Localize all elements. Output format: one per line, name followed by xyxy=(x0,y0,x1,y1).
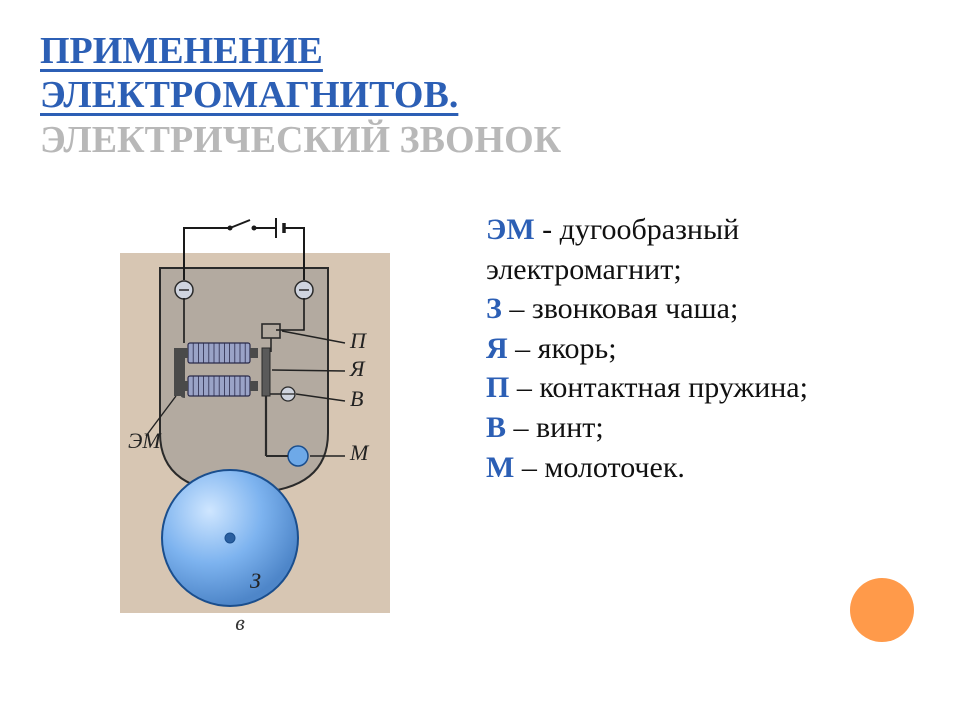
legend-desc: – якорь; xyxy=(508,332,617,365)
legend-item: З – звонковая чаша; xyxy=(486,292,738,325)
legend-item: Я – якорь; xyxy=(486,332,617,365)
diagram: ПЯВ М ЭМ Зв xyxy=(90,198,450,643)
legend-desc: – контактная пружина; xyxy=(509,371,808,404)
slide: ПРИМЕНЕНИЕ ЭЛЕКТРОМАГНИТОВ. ЭЛЕКТРИЧЕСКИ… xyxy=(0,0,960,720)
title-block: ПРИМЕНЕНИЕ ЭЛЕКТРОМАГНИТОВ. ЭЛЕКТРИЧЕСКИ… xyxy=(40,30,920,163)
svg-text:М: М xyxy=(349,440,370,465)
legend: ЭМ - дугообразный электромагнит; З – зво… xyxy=(450,198,920,643)
legend-item: П – контактная пружина; xyxy=(486,371,808,404)
title-line-1: ПРИМЕНЕНИЕ xyxy=(40,30,920,74)
legend-term-z: З xyxy=(486,292,502,325)
title-line-2: ЭЛЕКТРОМАГНИТОВ. xyxy=(40,74,920,118)
legend-desc: – звонковая чаша; xyxy=(502,292,738,325)
svg-text:В: В xyxy=(350,386,363,411)
legend-item: ЭМ - дугообразный электромагнит; xyxy=(486,213,739,286)
legend-term-v: В xyxy=(486,411,506,444)
legend-item: М – молоточек. xyxy=(486,451,685,484)
electric-bell-diagram-svg: ПЯВ М ЭМ Зв xyxy=(90,198,430,638)
legend-term-p: П xyxy=(486,371,509,404)
legend-desc: – молоточек. xyxy=(514,451,685,484)
legend-term-em: ЭМ xyxy=(486,213,535,246)
legend-term-ya: Я xyxy=(486,332,508,365)
subtitle: ЭЛЕКТРИЧЕСКИЙ ЗВОНОК xyxy=(40,119,920,163)
svg-text:П: П xyxy=(349,328,367,353)
legend-term-m: М xyxy=(486,451,514,484)
legend-desc: – винт; xyxy=(506,411,604,444)
legend-item: В – винт; xyxy=(486,411,604,444)
svg-text:ЭМ: ЭМ xyxy=(128,428,162,453)
content: ПЯВМЭМЗв ЭМ - дугообразный электромагнит… xyxy=(90,198,920,643)
svg-text:Я: Я xyxy=(349,356,366,381)
svg-text:в: в xyxy=(235,610,245,635)
svg-text:З: З xyxy=(250,568,261,593)
accent-circle-icon xyxy=(850,578,914,642)
